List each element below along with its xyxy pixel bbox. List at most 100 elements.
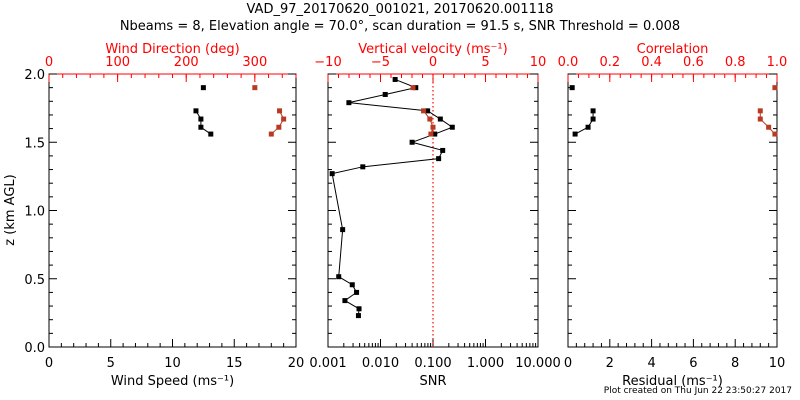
bottom-axis-label: Residual (ms⁻¹) bbox=[622, 374, 723, 389]
data-point bbox=[198, 124, 204, 130]
top-tick-label: −10 bbox=[314, 55, 341, 70]
top-tick-label: 0.8 bbox=[725, 55, 746, 70]
data-point bbox=[346, 100, 352, 106]
data-point bbox=[276, 124, 282, 130]
bottom-axis-label: Wind Speed (ms⁻¹) bbox=[111, 374, 234, 389]
top-tick-label: 0.2 bbox=[599, 55, 620, 70]
data-point bbox=[356, 306, 362, 312]
bottom-tick-label: 1.000 bbox=[467, 356, 504, 371]
data-point bbox=[349, 282, 355, 288]
data-point bbox=[590, 108, 596, 114]
data-point bbox=[772, 85, 778, 91]
panel-1 bbox=[48, 73, 297, 348]
top-tick-label: 0.0 bbox=[558, 55, 579, 70]
data-point bbox=[354, 289, 360, 295]
bottom-tick-label: 0.001 bbox=[309, 356, 346, 371]
data-point bbox=[427, 116, 433, 122]
bottom-tick-label: 0.100 bbox=[414, 356, 451, 371]
plot-subtitle: Nbeams = 8, Elevation angle = 70.0°, sca… bbox=[119, 19, 681, 34]
data-point bbox=[569, 85, 575, 91]
bottom-axis-label: SNR bbox=[419, 374, 446, 389]
bottom-tick-label: 0 bbox=[564, 356, 572, 371]
data-point bbox=[281, 116, 287, 122]
data-point bbox=[572, 131, 578, 137]
data-point bbox=[421, 108, 427, 114]
top-tick-label: 5 bbox=[481, 55, 489, 70]
bottom-tick-label: 5 bbox=[107, 356, 115, 371]
data-point bbox=[766, 124, 772, 130]
data-point bbox=[410, 85, 416, 91]
y-tick-label: 0.0 bbox=[24, 341, 45, 356]
top-axis-label: Correlation bbox=[637, 42, 709, 57]
data-point bbox=[340, 227, 346, 233]
series-line-wind-speed bbox=[195, 110, 212, 135]
series-line-snr bbox=[331, 78, 454, 316]
y-tick-label: 1.5 bbox=[24, 136, 45, 151]
top-tick-label: 100 bbox=[105, 55, 130, 70]
bottom-tick-label: 15 bbox=[226, 356, 243, 371]
top-tick-label: 0.6 bbox=[683, 55, 704, 70]
y-axis-label: z (km AGL) bbox=[3, 174, 18, 245]
panel-3 bbox=[567, 73, 778, 348]
top-axis-label: Vertical velocity (ms⁻¹) bbox=[358, 42, 507, 57]
data-point bbox=[425, 108, 431, 114]
series-line-wind-direction bbox=[270, 110, 285, 135]
plot-title: VAD_97_20170620_001021, 20170620.001118 bbox=[246, 2, 554, 17]
data-point bbox=[355, 313, 361, 319]
plot-footer: Plot created on Thu Jun 22 23:50:27 2017 bbox=[603, 386, 792, 396]
top-tick-label: 0.4 bbox=[641, 55, 662, 70]
top-tick-label: 200 bbox=[174, 55, 199, 70]
panel-2 bbox=[327, 73, 539, 348]
bottom-tick-label: 10 bbox=[769, 356, 786, 371]
series-line-correlation bbox=[759, 110, 776, 135]
bottom-tick-label: 6 bbox=[689, 356, 697, 371]
data-point bbox=[252, 85, 258, 91]
y-tick-label: 1.0 bbox=[24, 205, 45, 220]
data-point bbox=[200, 85, 206, 91]
bottom-tick-label: 0.010 bbox=[362, 356, 399, 371]
bottom-tick-label: 0 bbox=[45, 356, 53, 371]
bottom-tick-label: 10.000 bbox=[515, 356, 561, 371]
plot-frame bbox=[48, 73, 297, 348]
data-point bbox=[277, 108, 283, 114]
top-tick-label: 1.0 bbox=[767, 55, 788, 70]
data-point bbox=[329, 171, 335, 177]
y-tick-label: 0.5 bbox=[24, 273, 45, 288]
data-point bbox=[360, 164, 366, 170]
data-point bbox=[428, 131, 434, 137]
top-tick-label: −5 bbox=[371, 55, 390, 70]
data-point bbox=[193, 108, 199, 114]
data-point bbox=[590, 116, 596, 122]
y-tick-label: 2.0 bbox=[24, 68, 45, 83]
data-point bbox=[342, 298, 348, 304]
bottom-tick-label: 20 bbox=[288, 356, 305, 371]
top-tick-label: 0 bbox=[45, 55, 53, 70]
data-point bbox=[436, 156, 442, 162]
top-tick-label: 10 bbox=[530, 55, 547, 70]
data-point bbox=[392, 76, 398, 82]
data-point bbox=[437, 116, 443, 122]
data-point bbox=[430, 124, 436, 130]
bottom-tick-label: 4 bbox=[647, 356, 655, 371]
series-line-vertical-velocity bbox=[423, 110, 434, 135]
plot-frame bbox=[567, 73, 778, 348]
data-point bbox=[268, 131, 274, 137]
data-point bbox=[449, 124, 455, 130]
data-point bbox=[432, 131, 438, 137]
bottom-tick-label: 8 bbox=[731, 356, 739, 371]
top-tick-label: 0 bbox=[429, 55, 437, 70]
data-point bbox=[382, 91, 388, 97]
data-point bbox=[440, 147, 446, 153]
data-point bbox=[772, 131, 778, 137]
bottom-tick-label: 10 bbox=[164, 356, 181, 371]
series-line-residual bbox=[574, 110, 594, 135]
data-point bbox=[198, 116, 204, 122]
bottom-tick-label: 2 bbox=[606, 356, 614, 371]
top-axis-label: Wind Direction (deg) bbox=[105, 42, 239, 57]
data-point bbox=[208, 131, 214, 137]
data-point bbox=[757, 108, 763, 114]
data-point bbox=[585, 124, 591, 130]
top-tick-label: 300 bbox=[242, 55, 267, 70]
data-point bbox=[413, 85, 419, 91]
